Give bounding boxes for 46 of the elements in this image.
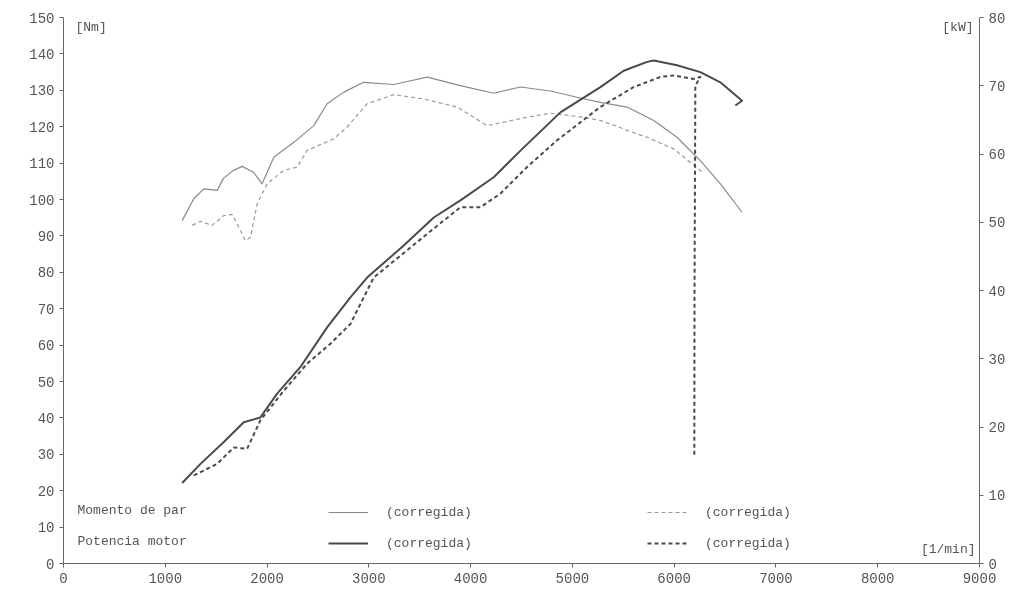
- y2-tick-label: 60: [988, 147, 1006, 163]
- y2-tick-label: 0: [988, 556, 997, 573]
- y-tick-label: 50: [37, 374, 55, 391]
- legend-label: (corregida): [386, 535, 473, 551]
- y2-tick-label: 30: [988, 351, 1006, 368]
- y-tick-label: 120: [29, 119, 55, 136]
- y2-tick-label: 10: [988, 488, 1006, 505]
- y-axis-title: [Nm]: [75, 19, 107, 35]
- legend-label: (corregida): [705, 535, 791, 551]
- y-tick-label: 110: [29, 156, 55, 173]
- x-tick-label: 9000: [962, 570, 997, 587]
- legend-label: (corregida): [386, 504, 473, 520]
- line-series: [181, 76, 743, 222]
- y-tick-label: 150: [29, 10, 55, 27]
- y-tick-label: 90: [37, 228, 55, 245]
- x-tick-label: 0: [59, 570, 68, 587]
- x-tick-label: 5000: [555, 570, 590, 587]
- y-tick-label: 20: [37, 483, 55, 500]
- y2-tick-label: 80: [988, 10, 1006, 27]
- y2-tick-label: 40: [988, 283, 1006, 300]
- line-series: [191, 94, 704, 242]
- y-tick-label: 40: [37, 410, 55, 427]
- y2-tick-label: 20: [988, 420, 1006, 436]
- y-tick-label: 0: [46, 556, 55, 573]
- x-tick-label: 2000: [250, 570, 284, 587]
- x-tick-label: 6000: [657, 570, 691, 587]
- y-tick-label: 100: [29, 192, 55, 209]
- y-tick-label: 130: [29, 83, 55, 100]
- annotation: Momento de par: [77, 503, 187, 518]
- x-tick-label: 1000: [148, 570, 183, 587]
- x-tick-label: 8000: [860, 570, 895, 587]
- x-tick-label: 4000: [453, 570, 488, 587]
- y2-tick-label: 70: [988, 78, 1006, 95]
- y2-axis-title: [kW]: [942, 19, 974, 35]
- y-tick-label: 10: [37, 520, 55, 537]
- y-tick-label: 80: [37, 265, 55, 282]
- annotation: Potencia motor: [77, 534, 187, 549]
- x-axis-title: [1/min]: [920, 542, 976, 557]
- x-tick-label: 7000: [759, 570, 793, 587]
- y-tick-label: 70: [37, 301, 55, 318]
- legend-label: (corregida): [705, 504, 792, 520]
- x-tick-label: 3000: [352, 570, 386, 587]
- y-tick-label: 60: [37, 338, 55, 355]
- y2-tick-label: 50: [988, 215, 1006, 232]
- y-tick-label: 140: [29, 46, 55, 63]
- y-tick-label: 30: [37, 447, 55, 464]
